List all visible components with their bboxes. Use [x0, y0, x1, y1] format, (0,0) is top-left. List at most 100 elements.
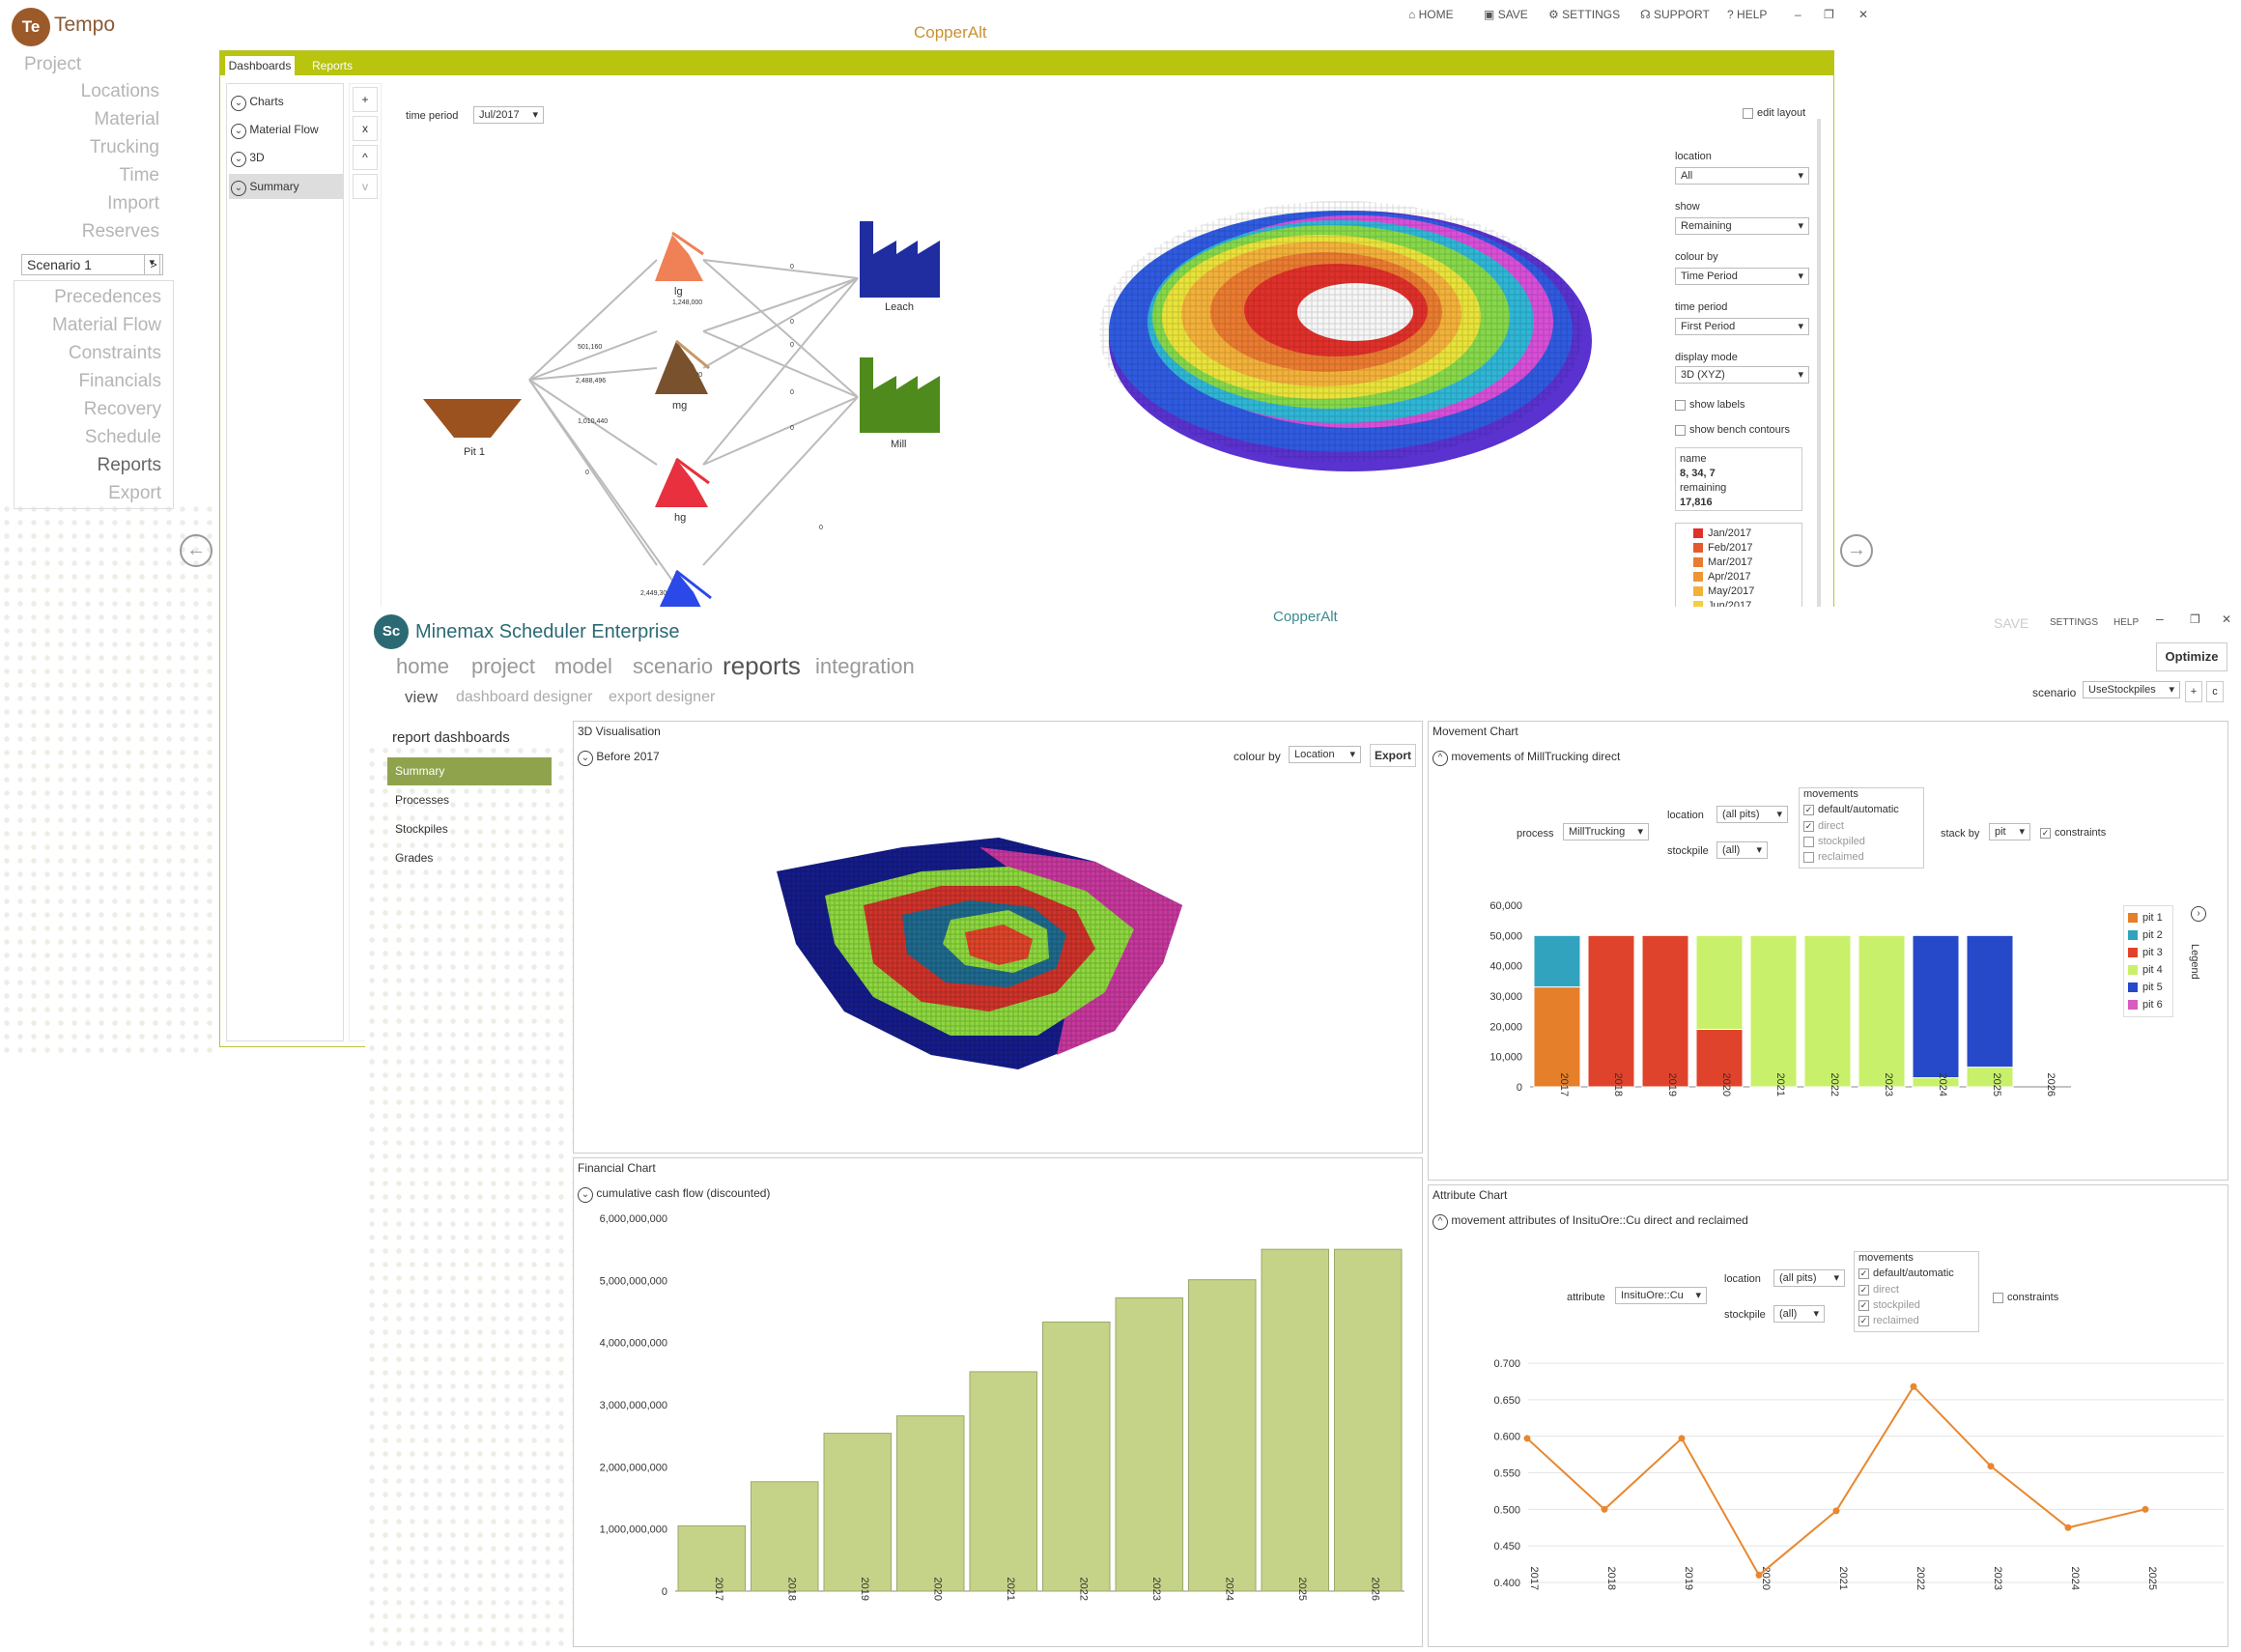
legend-toggle-icon[interactable]: › [2191, 903, 2206, 922]
constraints-toggle[interactable]: constraints [1993, 1292, 2058, 1303]
mov-opt-reclaimed[interactable]: reclaimed [1803, 851, 1864, 863]
menu-model[interactable]: model [554, 654, 612, 678]
checkbox-checked[interactable]: ✓ [1803, 804, 1814, 815]
show-labels-toggle[interactable]: show labels [1675, 399, 1745, 411]
movement-subtitle[interactable]: ^ movements of MillTrucking direct [1433, 750, 1620, 766]
vis3d-filter[interactable]: ⌄ Before 2017 [578, 750, 660, 766]
mov-opt-direct[interactable]: ✓ direct [1803, 820, 1844, 832]
nav-trucking[interactable]: Trucking [89, 137, 159, 157]
tempo-scrollbar[interactable] [1817, 119, 1821, 660]
nav-import[interactable]: Import [107, 193, 159, 214]
minemax-save-button[interactable]: SAVE [1994, 615, 2029, 631]
checkbox[interactable] [1803, 851, 1814, 863]
constraints-checkbox[interactable]: ✓ [2040, 827, 2051, 839]
menu-home[interactable]: home [396, 654, 450, 678]
checkbox-checked[interactable]: ✓ [1858, 1315, 1869, 1326]
mov-opt-reclaimed[interactable]: ✓ reclaimed [1858, 1315, 1919, 1326]
dash-item-3d[interactable]: ⌄ 3D [231, 146, 339, 169]
scenario-next-button[interactable]: > [144, 254, 163, 275]
attribute-subtitle[interactable]: ^ movement attributes of InsituOre::Cu d… [1433, 1213, 1748, 1230]
back-arrow-icon[interactable]: ← [180, 534, 213, 567]
period-select[interactable]: First Period [1675, 318, 1809, 335]
edit-layout-toggle[interactable]: edit layout [1743, 107, 1805, 119]
submenu-dashboard-designer[interactable]: dashboard designer [456, 689, 593, 705]
location-dropdown[interactable]: (all pits) [1773, 1269, 1845, 1287]
mov-opt-default[interactable]: ✓ default/automatic [1858, 1267, 1954, 1279]
constraints-checkbox[interactable] [1993, 1292, 2003, 1303]
nav-constraints[interactable]: Constraints [68, 343, 161, 363]
tab-dashboards[interactable]: Dashboards [225, 56, 295, 75]
dash-item-summary[interactable]: ⌄ Summary [229, 174, 343, 199]
support-menu-item[interactable]: ☊ SUPPORT [1640, 8, 1710, 21]
show-select[interactable]: Remaining [1675, 217, 1809, 235]
optimize-button[interactable]: Optimize [2156, 642, 2227, 671]
minemax-restore-button[interactable]: ❐ [2190, 612, 2200, 626]
edit-layout-checkbox[interactable] [1743, 107, 1753, 119]
nav-financials[interactable]: Financials [78, 371, 161, 391]
checkbox-checked[interactable]: ✓ [1858, 1284, 1869, 1296]
nav-locations[interactable]: Locations [80, 81, 159, 101]
dashboard-item-grades[interactable]: Grades [395, 851, 434, 865]
menu-project[interactable]: project [471, 654, 536, 678]
settings-menu-item[interactable]: ⚙ SETTINGS [1548, 8, 1621, 21]
dashboard-item-processes[interactable]: Processes [395, 793, 450, 807]
checkbox[interactable] [1803, 836, 1814, 847]
attribute-dropdown[interactable]: InsituOre::Cu [1615, 1287, 1707, 1304]
menu-reports[interactable]: reports [723, 651, 801, 680]
nav-schedule[interactable]: Schedule [84, 427, 161, 447]
close-button[interactable]: ✕ [1858, 8, 1869, 21]
display-mode-select[interactable]: 3D (XYZ) [1675, 366, 1809, 384]
nav-project[interactable]: Project [24, 54, 82, 74]
scenario-copy-button[interactable]: c [2206, 681, 2224, 702]
stockpile-dropdown[interactable]: (all) [1773, 1305, 1825, 1323]
show-bench-checkbox[interactable] [1675, 424, 1686, 436]
help-menu-item[interactable]: ? HELP [1727, 8, 1768, 21]
home-menu-item[interactable]: ⌂ HOME [1408, 8, 1454, 21]
nav-time[interactable]: Time [119, 165, 159, 185]
save-menu-item[interactable]: ▣ SAVE [1484, 8, 1528, 21]
minemax-minimize-button[interactable]: – [2156, 611, 2164, 626]
checkbox-checked[interactable]: ✓ [1803, 820, 1814, 832]
nav-material-flow[interactable]: Material Flow [52, 315, 161, 335]
minimize-button[interactable]: – [1795, 8, 1801, 21]
stack-by-dropdown[interactable]: pit [1989, 823, 2030, 840]
checkbox-checked[interactable]: ✓ [1858, 1299, 1869, 1311]
nav-recovery[interactable]: Recovery [83, 399, 161, 419]
dash-item-material-flow[interactable]: ⌄ Material Flow [231, 118, 339, 141]
show-labels-checkbox[interactable] [1675, 399, 1686, 411]
forward-arrow-icon[interactable]: → [1840, 534, 1873, 567]
financial-subtitle[interactable]: ⌄ cumulative cash flow (discounted) [578, 1186, 770, 1203]
constraints-toggle[interactable]: ✓ constraints [2040, 827, 2107, 839]
location-dropdown[interactable]: (all pits) [1716, 806, 1788, 823]
export-button[interactable]: Export [1370, 744, 1416, 767]
tab-reports[interactable]: Reports [312, 59, 354, 72]
add-dashboard-button[interactable]: + [353, 87, 378, 112]
process-dropdown[interactable]: MillTrucking [1563, 823, 1649, 840]
minemax-settings-button[interactable]: SETTINGS [2050, 617, 2099, 628]
menu-scenario[interactable]: scenario [633, 654, 714, 678]
dashboard-item-stockpiles[interactable]: Stockpiles [395, 822, 448, 836]
minemax-close-button[interactable]: ✕ [2222, 612, 2232, 626]
colour-by-dropdown[interactable]: Location [1289, 746, 1361, 763]
dashboard-item-summary[interactable]: Summary [387, 757, 552, 785]
time-period-select[interactable]: Jul/2017 [473, 106, 544, 124]
mov-opt-stockpiled[interactable]: stockpiled [1803, 836, 1865, 847]
nav-material[interactable]: Material [94, 109, 159, 129]
submenu-view[interactable]: view [405, 688, 439, 706]
scenario-dropdown[interactable]: UseStockpiles [2083, 681, 2180, 698]
submenu-export-designer[interactable]: export designer [609, 689, 716, 705]
nav-reserves[interactable]: Reserves [81, 221, 159, 242]
move-down-button[interactable]: v [353, 174, 378, 199]
scenario-add-button[interactable]: + [2185, 681, 2202, 702]
colour-by-select[interactable]: Time Period [1675, 268, 1809, 285]
mov-opt-default[interactable]: ✓ default/automatic [1803, 804, 1899, 815]
mov-opt-direct[interactable]: ✓ direct [1858, 1284, 1899, 1296]
minemax-help-button[interactable]: HELP [2113, 617, 2140, 628]
mov-opt-stockpiled[interactable]: ✓ stockpiled [1858, 1299, 1920, 1311]
location-select[interactable]: All [1675, 167, 1809, 185]
stockpile-dropdown[interactable]: (all) [1716, 841, 1768, 859]
checkbox-checked[interactable]: ✓ [1858, 1267, 1869, 1279]
move-up-button[interactable]: ^ [353, 145, 378, 170]
restore-button[interactable]: ❐ [1824, 8, 1834, 21]
nav-export[interactable]: Export [108, 483, 161, 503]
